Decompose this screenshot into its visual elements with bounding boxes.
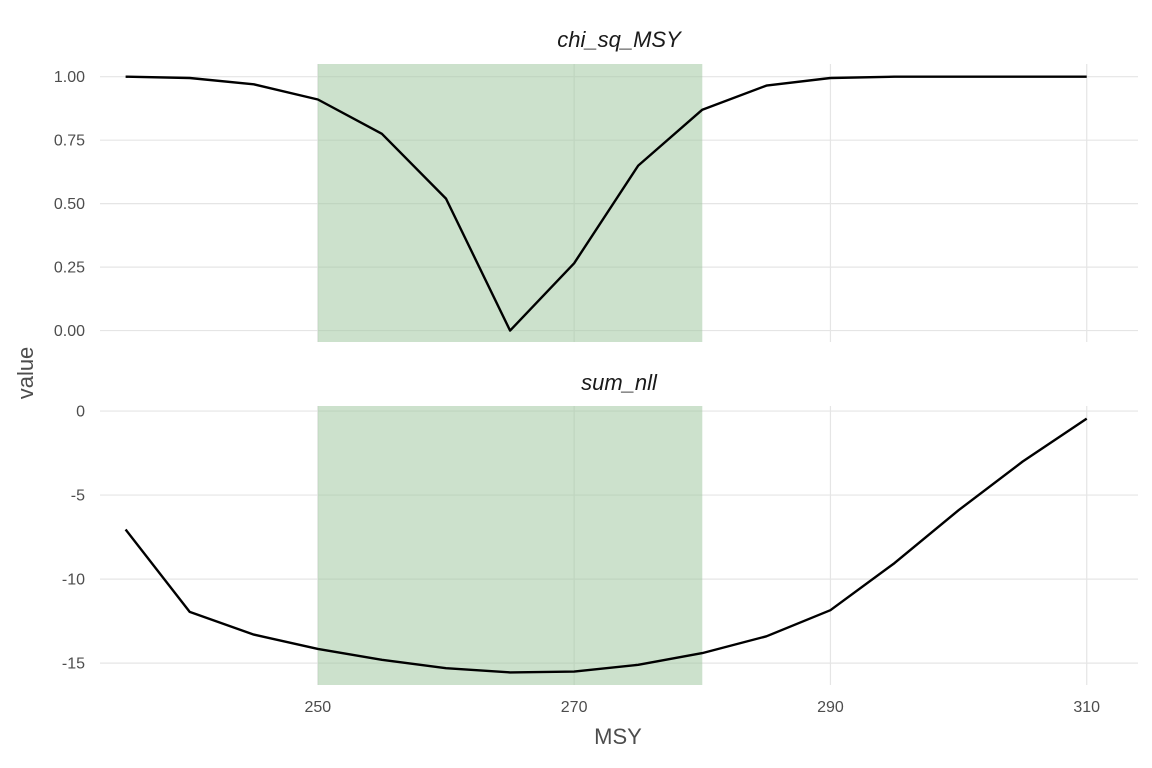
y-axis-title: value bbox=[13, 347, 38, 400]
x-tick-label: 270 bbox=[561, 699, 588, 716]
series-lines bbox=[124, 75, 1088, 674]
series-line-chi-sq-msy bbox=[125, 75, 1087, 332]
y-tick-label: 0 bbox=[76, 404, 85, 421]
highlight-band bbox=[317, 64, 703, 342]
x-tick-label: 290 bbox=[817, 699, 844, 716]
x-axis-title: MSY bbox=[594, 724, 642, 749]
series-line-sum-nll bbox=[124, 417, 1088, 674]
y-tick-label: -10 bbox=[62, 572, 85, 589]
y-tick-label: 0.50 bbox=[54, 196, 85, 213]
y-tick-label: -15 bbox=[62, 656, 85, 673]
y-tick-label: 0.25 bbox=[54, 260, 85, 277]
facet-strip-label: sum_nll bbox=[581, 370, 658, 395]
y-tick-label: 0.75 bbox=[54, 133, 85, 150]
highlight-bands bbox=[317, 64, 703, 685]
facet-strip-label: chi_sq_MSY bbox=[557, 27, 682, 52]
x-tick-label: 310 bbox=[1073, 699, 1100, 716]
y-tick-label: 0.00 bbox=[54, 323, 85, 340]
labels: 0.00 0.25 0.50 0.75 1.00 chi_sq_MSY 0 -5 -10 -15 s… bbox=[54, 27, 1100, 716]
x-tick-label: 250 bbox=[305, 699, 332, 716]
highlight-band bbox=[317, 406, 703, 685]
y-tick-label: 1.00 bbox=[54, 69, 85, 86]
y-tick-label: -5 bbox=[71, 488, 85, 505]
